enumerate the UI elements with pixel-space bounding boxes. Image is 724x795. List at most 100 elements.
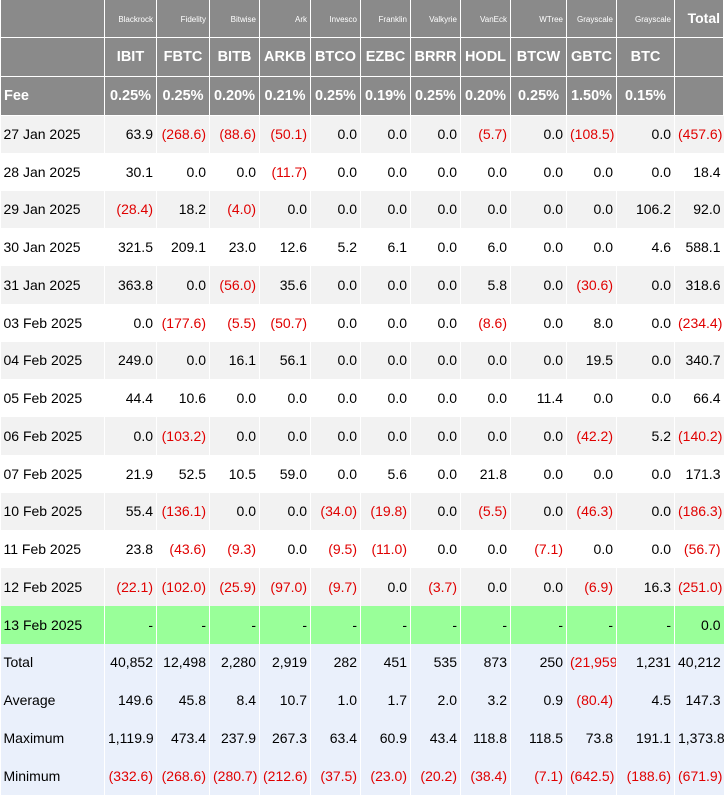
- stat-cell-ezbc: 451: [360, 643, 411, 682]
- flow-cell-fbtc: (268.6): [156, 115, 210, 153]
- stat-cell-arkb: (212.6): [259, 756, 311, 795]
- stat-cell-bitb: 8.4: [209, 681, 260, 719]
- stat-cell-brrr: 2.0: [410, 681, 461, 719]
- flow-cell-bitb: 0.0: [209, 492, 260, 531]
- stat-cell-btc: 1,231: [616, 643, 675, 682]
- stat-cell-ezbc: 1.7: [360, 681, 411, 719]
- flow-cell-bitb: 0.0: [209, 152, 260, 191]
- flow-cell-arkb: 0.0: [259, 530, 311, 568]
- flow-cell-fbtc: (102.0): [156, 568, 210, 606]
- fee-arkb: 0.21%: [259, 76, 311, 116]
- flow-cell-gbtc: (6.9): [566, 568, 617, 606]
- flow-cell-ibit: 44.4: [104, 379, 157, 417]
- stat-row-total: Total 40,852 12,498 2,280 2,919 282 451 535 873 2…: [0, 643, 724, 682]
- flow-cell-ezbc: -: [360, 605, 411, 644]
- flow-cell-ezbc: 0.0: [360, 115, 411, 153]
- fee-btcw: 0.25%: [510, 76, 567, 116]
- fee-btc: 0.15%: [616, 76, 675, 116]
- flow-cell-bitb: (4.0): [209, 190, 260, 229]
- flow-cell-btcw: 0.0: [510, 454, 567, 493]
- flow-cell-btc: 0.0: [616, 152, 675, 191]
- flow-cell-bitb: (88.6): [209, 115, 260, 153]
- stat-cell-btco: (37.5): [310, 756, 361, 795]
- row-total-cell: 18.4: [674, 152, 724, 191]
- flow-cell-btc: 5.2: [616, 417, 675, 455]
- issuer-header-ezbc: Franklin: [360, 0, 411, 38]
- stat-cell-btc: 191.1: [616, 719, 675, 757]
- stat-cell-gbtc: 73.8: [566, 719, 617, 757]
- flow-cell-hodl: 0.0: [460, 568, 511, 606]
- flow-cell-fbtc: (43.6): [156, 530, 210, 568]
- flow-cell-gbtc: 0.0: [566, 379, 617, 417]
- flow-cell-btcw: 0.0: [510, 228, 567, 266]
- stat-cell-gbtc: (21,959): [566, 643, 617, 682]
- issuer-header-hodl: VanEck: [460, 0, 511, 38]
- stat-total-cell: 40,212: [674, 643, 724, 682]
- flow-cell-brrr: 0.0: [410, 417, 461, 455]
- total-header: Total: [674, 0, 724, 38]
- flow-cell-arkb: (50.1): [259, 115, 311, 153]
- date-cell: 13 Feb 2025: [0, 605, 105, 644]
- flow-cell-ezbc: 0.0: [360, 417, 411, 455]
- flow-cell-btco: 0.0: [310, 454, 361, 493]
- flow-cell-btcw: 0.0: [510, 492, 567, 531]
- flow-cell-arkb: (50.7): [259, 303, 311, 342]
- flow-cell-brrr: 0.0: [410, 341, 461, 380]
- flow-cell-arkb: 35.6: [259, 266, 311, 304]
- flow-cell-brrr: 0.0: [410, 454, 461, 493]
- table-row: 03 Feb 2025 0.0 (177.6) (5.5) (50.7) 0.0 0.0 0.…: [0, 303, 724, 342]
- flow-cell-ezbc: 0.0: [360, 379, 411, 417]
- flow-cell-btco: 0.0: [310, 417, 361, 455]
- flow-cell-gbtc: 8.0: [566, 303, 617, 342]
- flow-cell-ezbc: (11.0): [360, 530, 411, 568]
- flow-cell-ezbc: 0.0: [360, 190, 411, 229]
- stat-cell-arkb: 2,919: [259, 643, 311, 682]
- flow-cell-arkb: 0.0: [259, 379, 311, 417]
- fee-bitb: 0.20%: [209, 76, 260, 116]
- flow-cell-btco: (9.7): [310, 568, 361, 606]
- flow-cell-btco: 0.0: [310, 341, 361, 380]
- date-cell: 29 Jan 2025: [0, 190, 105, 229]
- flow-cell-brrr: 0.0: [410, 492, 461, 531]
- stat-cell-fbtc: (268.6): [156, 756, 210, 795]
- ticker-header-ezbc: EZBC: [360, 37, 411, 77]
- stat-cell-hodl: 3.2: [460, 681, 511, 719]
- flow-cell-brrr: 0.0: [410, 379, 461, 417]
- stat-cell-hodl: 873: [460, 643, 511, 682]
- flow-cell-arkb: (97.0): [259, 568, 311, 606]
- date-cell: 03 Feb 2025: [0, 303, 105, 342]
- table-row: 05 Feb 2025 44.4 10.6 0.0 0.0 0.0 0.0 0.0 0.0 11.…: [0, 379, 724, 417]
- flow-cell-brrr: 0.0: [410, 303, 461, 342]
- flow-cell-btc: 0.0: [616, 454, 675, 493]
- fee-ibit: 0.25%: [104, 76, 157, 116]
- stat-cell-fbtc: 473.4: [156, 719, 210, 757]
- flow-cell-ibit: 30.1: [104, 152, 157, 191]
- row-total-cell: 66.4: [674, 379, 724, 417]
- flow-cell-arkb: 56.1: [259, 341, 311, 380]
- flow-cell-btcw: 0.0: [510, 190, 567, 229]
- date-cell: 12 Feb 2025: [0, 568, 105, 606]
- flow-cell-btcw: (7.1): [510, 530, 567, 568]
- table-row: 28 Jan 2025 30.1 0.0 0.0 (11.7) 0.0 0.0 0.0 0.0 0…: [0, 152, 724, 191]
- fee-ezbc: 0.19%: [360, 76, 411, 116]
- table-row: 11 Feb 2025 23.8 (43.6) (9.3) 0.0 (9.5) (11.0)…: [0, 530, 724, 568]
- flow-cell-ezbc: (19.8): [360, 492, 411, 531]
- flow-cell-btco: -: [310, 605, 361, 644]
- stat-cell-gbtc: (80.4): [566, 681, 617, 719]
- stat-total-cell: 147.3: [674, 681, 724, 719]
- flow-cell-btc: 0.0: [616, 379, 675, 417]
- fee-label: Fee: [0, 76, 105, 116]
- flow-cell-bitb: -: [209, 605, 260, 644]
- flow-cell-btc: 106.2: [616, 190, 675, 229]
- table-row: 04 Feb 2025 249.0 0.0 16.1 56.1 0.0 0.0 0.0 0.0 0…: [0, 341, 724, 380]
- flow-cell-arkb: 0.0: [259, 417, 311, 455]
- flow-cell-btc: 0.0: [616, 341, 675, 380]
- issuer-header-corner: [0, 0, 105, 38]
- flow-cell-ibit: 55.4: [104, 492, 157, 531]
- flow-cell-fbtc: 0.0: [156, 266, 210, 304]
- flow-cell-gbtc: (46.3): [566, 492, 617, 531]
- flow-cell-btcw: 0.0: [510, 417, 567, 455]
- flow-cell-hodl: (5.7): [460, 115, 511, 153]
- flow-cell-fbtc: 52.5: [156, 454, 210, 493]
- fee-btco: 0.25%: [310, 76, 361, 116]
